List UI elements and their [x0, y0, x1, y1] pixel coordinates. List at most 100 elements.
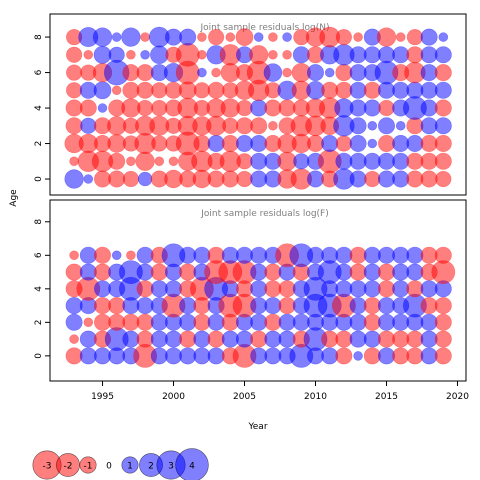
bubble-point — [151, 135, 168, 152]
y-tick-label: 2 — [34, 319, 44, 325]
panel-log-f: Joint sample residuals log(F) 0 2 4 6 8 — [34, 199, 467, 382]
bubble-point — [349, 135, 367, 153]
x-tick-label: 2020 — [446, 392, 469, 402]
y-axis-title: Age — [9, 189, 19, 207]
bubble-point — [93, 81, 112, 100]
bubble-point — [293, 153, 310, 170]
bubble-point — [268, 121, 278, 131]
bubble-point — [335, 135, 352, 152]
bubble-point — [197, 50, 207, 60]
bubble-point — [65, 313, 83, 331]
legend-bubble — [79, 456, 97, 474]
y-axis-log-n: 0 2 4 6 8 — [34, 34, 50, 182]
bubble-point — [108, 170, 126, 188]
bubble-point — [83, 50, 94, 60]
bubble-point — [434, 152, 452, 170]
bubble-point — [434, 135, 452, 153]
bubble-point — [66, 82, 83, 99]
bubble-point — [434, 313, 452, 331]
y-tick-label: 8 — [34, 34, 44, 40]
bubble-point — [364, 170, 381, 188]
bubble-point — [168, 156, 179, 167]
bubble-point — [135, 151, 155, 171]
bubble-point — [225, 32, 236, 42]
bubble-point — [80, 117, 97, 134]
bubble-point — [395, 32, 406, 42]
bubble-point — [154, 156, 165, 167]
bubble-point — [122, 170, 139, 188]
legend-label: -2 — [64, 462, 73, 472]
size-legend: -3 -2 -1 0 1 2 3 4 — [32, 448, 209, 480]
y-tick-label: 4 — [34, 105, 44, 111]
bubble-point — [140, 50, 150, 60]
bubble-point — [79, 99, 97, 117]
y-tick-label: 6 — [34, 69, 44, 75]
legend-bubble — [175, 448, 209, 480]
bubble-layer-log-n — [64, 26, 452, 190]
bubble-point — [406, 29, 423, 46]
bubble-point — [137, 171, 153, 187]
bubble-point — [236, 170, 253, 188]
y-tick-label: 0 — [34, 176, 44, 182]
bubble-point — [378, 99, 395, 117]
bubble-point — [434, 99, 452, 117]
bubble-point — [395, 121, 406, 131]
x-tick-label: 1995 — [91, 392, 114, 402]
bubble-point — [69, 250, 79, 261]
bubble-point — [83, 174, 94, 184]
legend-label: -3 — [43, 462, 52, 472]
bubble-point — [222, 117, 239, 134]
bubble-point — [353, 32, 363, 42]
panel-log-n: Joint sample residuals log(N) 0 2 4 6 8 — [34, 13, 467, 196]
bubble-point — [211, 67, 221, 78]
bubble-point — [221, 170, 239, 188]
bubble-point — [434, 81, 452, 99]
bubble-point — [179, 28, 197, 46]
bubble-point — [151, 99, 168, 117]
legend-label: -1 — [84, 462, 93, 472]
bubble-point — [69, 334, 79, 344]
bubble-point — [64, 169, 84, 189]
bubble-point — [111, 85, 122, 96]
bubble-point — [66, 46, 83, 63]
bubble-point — [235, 28, 254, 46]
bubble-point — [434, 297, 452, 315]
bubble-point — [306, 64, 324, 82]
bubble-point — [438, 32, 449, 42]
bubble-point — [250, 117, 268, 135]
panel-title-log-n: Joint sample residuals log(N) — [199, 23, 329, 33]
bubble-point — [121, 27, 141, 47]
y-tick-label: 0 — [34, 353, 44, 359]
bubble-point — [420, 28, 438, 46]
bubble-point — [349, 117, 367, 135]
bubble-point — [434, 64, 452, 82]
bubble-point — [207, 81, 225, 99]
bubble-point — [92, 27, 113, 47]
bubble-point — [151, 82, 168, 99]
bubble-point — [434, 46, 452, 64]
bubble-point — [367, 138, 378, 149]
bubble-point — [108, 46, 125, 63]
y-tick-label: 2 — [34, 141, 44, 147]
bubble-point — [282, 50, 292, 60]
bubble-point — [111, 250, 122, 261]
x-tick-label: 2010 — [304, 392, 327, 402]
legend-label: 1 — [127, 462, 133, 472]
bubble-point — [377, 117, 395, 135]
bubble-point — [193, 82, 210, 99]
bubble-point — [197, 67, 207, 78]
y-axis-log-f: 0 2 4 6 8 — [34, 219, 50, 359]
bubble-point — [111, 32, 122, 42]
bubble-point — [236, 99, 253, 117]
bubble-point — [126, 250, 136, 261]
bubble-point — [268, 50, 278, 60]
bubble-point — [434, 246, 452, 264]
bubble-point — [93, 45, 112, 64]
bubble-point — [208, 29, 225, 46]
legend-label: 2 — [148, 462, 154, 472]
legend-label: 4 — [189, 462, 195, 472]
bubble-point — [136, 81, 154, 99]
bubble-point — [126, 156, 136, 167]
bubble-point — [353, 351, 363, 361]
